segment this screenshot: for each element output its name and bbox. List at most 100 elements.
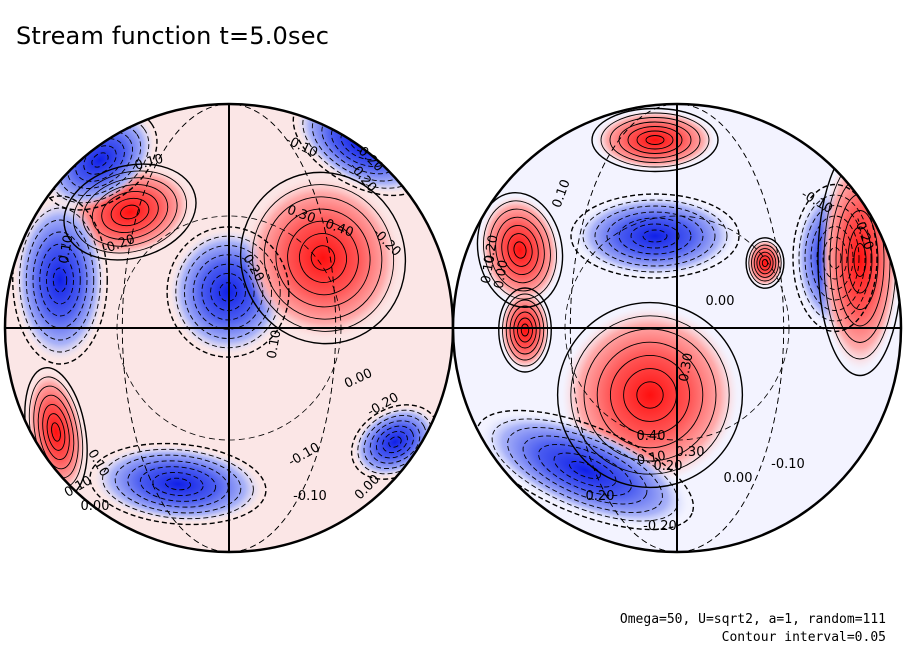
right-south-low-contour bbox=[522, 435, 648, 505]
right-north-high-contour bbox=[600, 112, 710, 168]
right-east-low-contour bbox=[816, 226, 854, 290]
left-nw-high-contour bbox=[120, 204, 140, 220]
right-west-small-high-contour bbox=[513, 311, 537, 349]
right-north-high-contour bbox=[627, 126, 683, 154]
left-west-high-contour bbox=[51, 422, 61, 442]
right-north-low-contour bbox=[630, 223, 680, 249]
left-south-low-contour bbox=[164, 477, 192, 491]
right-west-small-high-fill bbox=[500, 290, 550, 370]
left-south-low-contour bbox=[89, 442, 267, 526]
contour-label: 0.20 bbox=[586, 489, 615, 504]
left-west-low-contour bbox=[52, 267, 68, 293]
left-west-high-contour bbox=[46, 413, 66, 451]
left-west-high-contour bbox=[42, 403, 70, 461]
contour-label: 0.10 bbox=[133, 152, 165, 174]
left-ne-high-fill bbox=[244, 176, 402, 340]
contour-label: 0.00 bbox=[724, 471, 753, 486]
right-south-low-contour bbox=[553, 452, 617, 488]
right-east-high-contour bbox=[841, 210, 879, 310]
figure-title: Stream function t=5.0sec bbox=[16, 22, 330, 50]
right-north-low-fill bbox=[575, 196, 735, 276]
contour-label: -0.10 bbox=[771, 457, 805, 472]
right-north-high-contour bbox=[609, 117, 701, 163]
contour-label: 0.10 bbox=[479, 254, 499, 285]
right-south-low-contour bbox=[538, 444, 632, 496]
right-small-high-contour bbox=[753, 248, 777, 278]
right-east-low-contour bbox=[822, 236, 848, 280]
left-south-low-contour bbox=[102, 448, 254, 520]
right-north-high-contour bbox=[636, 130, 674, 150]
left-ne-high-contour bbox=[263, 196, 383, 320]
right-east-high-contour bbox=[847, 226, 873, 294]
right-south-low-contour bbox=[569, 461, 601, 479]
right-hemisphere: 0.10 -0.10-0.200.000.100.200.000.400.100.… bbox=[451, 102, 903, 554]
right-west-small-high-contour bbox=[517, 317, 533, 343]
right-disk-outline bbox=[451, 102, 903, 554]
right-small-high-contour bbox=[756, 251, 774, 275]
left-hemisphere: 0.10-0.10-0.200.100.200.300.400.20-0.200… bbox=[3, 102, 455, 554]
right-center-high-contour bbox=[596, 341, 704, 449]
right-north-low-contour bbox=[594, 205, 716, 267]
left-south-low-contour bbox=[139, 466, 217, 502]
left-west-low-contour bbox=[46, 255, 74, 305]
left-ne-high-contour bbox=[275, 208, 371, 308]
left-west-low-contour bbox=[39, 243, 81, 317]
right-north-low-contour bbox=[606, 211, 704, 261]
contour-label: -0.20 bbox=[643, 519, 677, 534]
right-east-low-contour bbox=[798, 194, 872, 322]
parameters-note: Omega=50, U=sqrt2, a=1, random=111 bbox=[619, 612, 886, 627]
right-north-high-contour bbox=[645, 135, 665, 145]
right-south-low-fill bbox=[481, 413, 689, 527]
right-east-high-contour bbox=[853, 243, 867, 277]
right-west-high-contour bbox=[513, 241, 527, 259]
contour-label: 0.10 bbox=[636, 449, 667, 469]
left-nw-low-contour bbox=[83, 145, 117, 175]
right-west-small-high-contour bbox=[505, 299, 545, 361]
left-west-high-contour bbox=[37, 394, 75, 470]
left-ne-high-contour bbox=[299, 233, 347, 283]
left-west-low-contour bbox=[19, 207, 101, 353]
right-north-low-contour bbox=[570, 193, 740, 279]
left-nw-high-contour bbox=[110, 197, 150, 227]
left-nw-high-contour bbox=[101, 191, 159, 233]
left-se-low-contour bbox=[375, 425, 415, 459]
left-south-low-fill bbox=[94, 445, 262, 523]
right-north-low-contour bbox=[582, 199, 728, 273]
contour-label: 0.10 bbox=[57, 234, 77, 265]
right-center-high-contour bbox=[556, 301, 744, 489]
left-nw-low-contour bbox=[91, 152, 109, 168]
left-se-low-contour bbox=[369, 420, 421, 464]
contour-label: 0.40 bbox=[637, 429, 666, 444]
right-west-high-contour bbox=[501, 224, 539, 276]
contour-interval-note: Contour interval=0.05 bbox=[721, 630, 886, 645]
contour-label: 0.20 bbox=[654, 459, 683, 474]
left-south-low-contour bbox=[114, 454, 242, 514]
right-west-small-high-contour bbox=[498, 287, 552, 373]
right-west-small-high-contour bbox=[502, 293, 548, 367]
right-center-high-contour bbox=[636, 381, 664, 409]
right-west-high-contour bbox=[495, 216, 545, 284]
contour-label: 0.30 bbox=[676, 445, 705, 460]
right-small-high-contour bbox=[759, 255, 771, 271]
right-west-small-high-contour bbox=[509, 305, 541, 355]
right-west-high-contour bbox=[507, 233, 533, 267]
left-ne-high-contour bbox=[287, 220, 359, 296]
right-center-high-contour bbox=[609, 354, 691, 436]
contour-label: -0.10 bbox=[293, 489, 327, 504]
right-west-high-contour bbox=[483, 200, 557, 300]
right-fields bbox=[479, 110, 900, 527]
left-se-low-contour bbox=[382, 430, 408, 454]
right-small-high-contour bbox=[745, 237, 785, 289]
right-east-low-contour bbox=[810, 215, 860, 301]
right-small-high-contour bbox=[761, 258, 769, 268]
left-se-low-contour bbox=[357, 409, 433, 475]
right-east-low-contour bbox=[804, 205, 866, 311]
right-west-small-high-contour bbox=[520, 323, 530, 337]
contour-label: 0.20 bbox=[482, 234, 502, 265]
contour-label: 0.00 bbox=[492, 259, 512, 290]
right-east-high-fill bbox=[820, 150, 900, 370]
left-ne-high-contour bbox=[310, 245, 336, 271]
right-east-low-contour bbox=[828, 247, 842, 269]
right-small-high-fill bbox=[747, 239, 783, 287]
